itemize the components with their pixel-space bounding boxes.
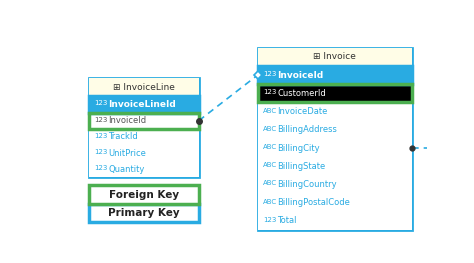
- Bar: [89, 129, 199, 145]
- Bar: [258, 212, 412, 230]
- Text: 123: 123: [94, 165, 108, 171]
- Text: 123: 123: [263, 217, 276, 223]
- Text: ABC: ABC: [263, 126, 277, 132]
- Text: CustomerId: CustomerId: [277, 89, 326, 98]
- Text: Quantity: Quantity: [108, 165, 145, 174]
- Text: Primary Key: Primary Key: [108, 208, 180, 218]
- Bar: [89, 78, 199, 96]
- Bar: [258, 66, 412, 84]
- Bar: [258, 66, 412, 84]
- Text: UnitPrice: UnitPrice: [108, 149, 146, 158]
- Text: InvoiceId: InvoiceId: [277, 70, 323, 80]
- Bar: [258, 48, 412, 230]
- Bar: [89, 204, 199, 222]
- Bar: [258, 103, 412, 121]
- Text: 123: 123: [263, 89, 276, 95]
- Text: BillingCountry: BillingCountry: [277, 180, 337, 189]
- Bar: [258, 175, 412, 194]
- Text: 123: 123: [94, 133, 108, 139]
- Bar: [258, 84, 412, 103]
- Text: ⊞ Invoice: ⊞ Invoice: [313, 52, 356, 61]
- Bar: [258, 139, 412, 157]
- Text: 123: 123: [263, 71, 276, 77]
- Text: TrackId: TrackId: [108, 132, 138, 141]
- Bar: [89, 161, 199, 177]
- Text: 123: 123: [94, 117, 108, 123]
- Text: InvoiceId: InvoiceId: [108, 116, 146, 125]
- Bar: [89, 78, 199, 177]
- Text: ABC: ABC: [263, 162, 277, 168]
- Bar: [258, 121, 412, 139]
- Bar: [258, 48, 412, 66]
- Text: ABC: ABC: [263, 144, 277, 150]
- Bar: [258, 84, 412, 103]
- Bar: [89, 185, 199, 204]
- Text: ABC: ABC: [263, 199, 277, 205]
- Bar: [258, 157, 412, 175]
- Text: BillingAddress: BillingAddress: [277, 125, 337, 134]
- Text: InvoiceLineId: InvoiceLineId: [108, 100, 176, 109]
- Text: 123: 123: [94, 100, 108, 107]
- Text: ⊞ InvoiceLine: ⊞ InvoiceLine: [113, 83, 175, 92]
- Text: ABC: ABC: [263, 108, 277, 114]
- Bar: [89, 145, 199, 161]
- Text: Total: Total: [277, 216, 297, 225]
- Bar: [89, 96, 199, 113]
- Text: Foreign Key: Foreign Key: [109, 190, 179, 200]
- Text: BillingCity: BillingCity: [277, 144, 320, 153]
- Text: 123: 123: [94, 149, 108, 155]
- Text: InvoiceDate: InvoiceDate: [277, 107, 328, 116]
- Text: ABC: ABC: [263, 180, 277, 186]
- Text: BillingPostalCode: BillingPostalCode: [277, 198, 350, 207]
- Text: BillingState: BillingState: [277, 162, 325, 171]
- Bar: [89, 96, 199, 113]
- Bar: [89, 113, 199, 129]
- Bar: [258, 194, 412, 212]
- Bar: [89, 113, 199, 129]
